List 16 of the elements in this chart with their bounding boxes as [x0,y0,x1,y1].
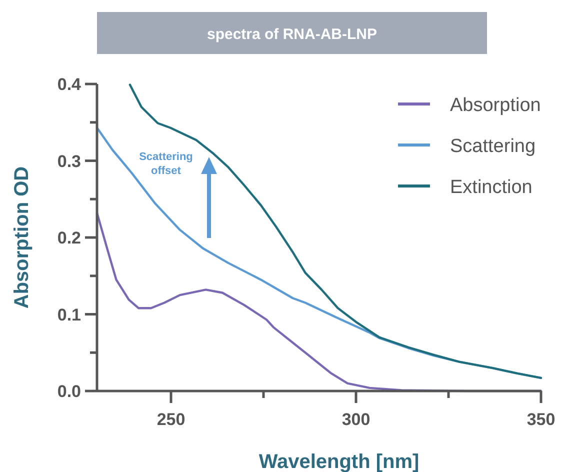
line-series [128,84,542,380]
legend-label: Scattering [450,136,536,157]
legend-label: Absorption [450,95,541,116]
y-tick-label: 0.0 [57,382,81,401]
legend-label: Extinction [450,177,532,198]
y-tick-label: 0.2 [57,228,81,248]
y-tick-label: 0.3 [57,152,81,171]
annotation: Scattering offset [139,151,193,177]
x-tick-label: 250 [156,410,186,429]
y-tick-label: 0.4 [57,75,82,94]
x-axis-title: Wavelength [nm] [258,451,420,472]
x-tick-label: 350 [526,410,556,429]
y-axis-title: Absorption OD [11,166,33,309]
chart-title: spectra of RNA-AB-LNP [206,26,378,43]
y-tick-label: 0.1 [57,305,81,324]
x-tick-label: 300 [342,410,370,429]
